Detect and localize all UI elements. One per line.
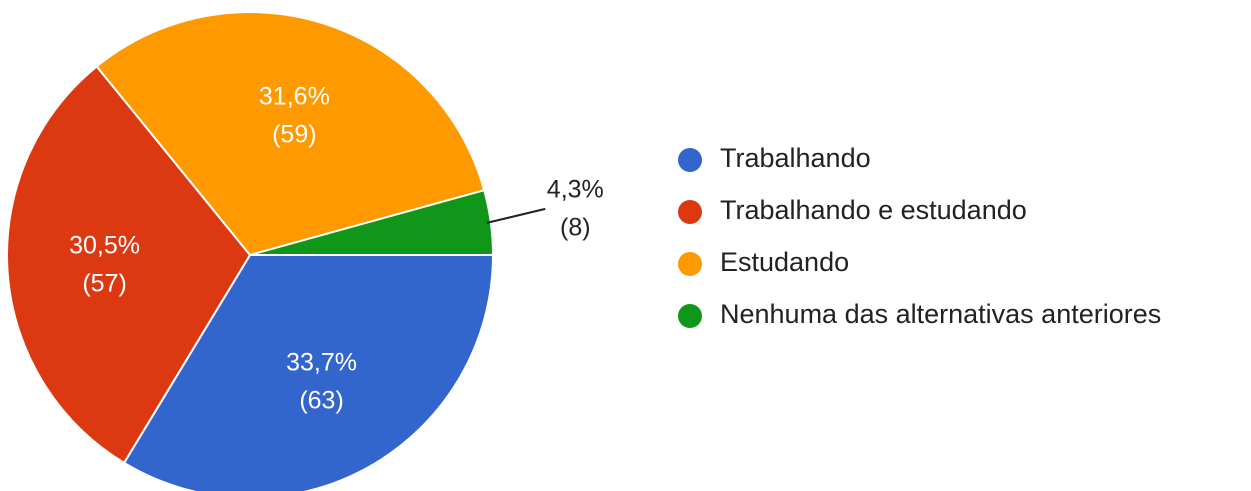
legend-label: Nenhuma das alternativas anteriores bbox=[720, 299, 1161, 329]
leader-line bbox=[486, 207, 546, 224]
slice-count-label: (63) bbox=[299, 387, 343, 415]
slice-percent-label: 31,6% bbox=[259, 83, 330, 111]
legend-label: Trabalhando bbox=[720, 143, 871, 173]
legend-label: Trabalhando e estudando bbox=[720, 195, 1027, 225]
slice-count-label: (8) bbox=[560, 214, 591, 242]
pie-slice bbox=[95, 11, 486, 257]
pie-slice bbox=[122, 254, 495, 491]
pie-slice bbox=[6, 65, 252, 465]
slice-percent-label: 30,5% bbox=[69, 232, 140, 260]
legend-label: Estudando bbox=[720, 247, 849, 277]
legend-swatch bbox=[678, 148, 702, 172]
slice-percent-label: 4,3% bbox=[547, 176, 604, 204]
legend-swatch bbox=[678, 304, 702, 328]
legend-swatch bbox=[678, 200, 702, 224]
legend-swatch bbox=[678, 252, 702, 276]
slice-count-label: (57) bbox=[82, 270, 126, 298]
slice-percent-label: 33,7% bbox=[286, 349, 357, 377]
slice-count-label: (59) bbox=[272, 121, 316, 149]
